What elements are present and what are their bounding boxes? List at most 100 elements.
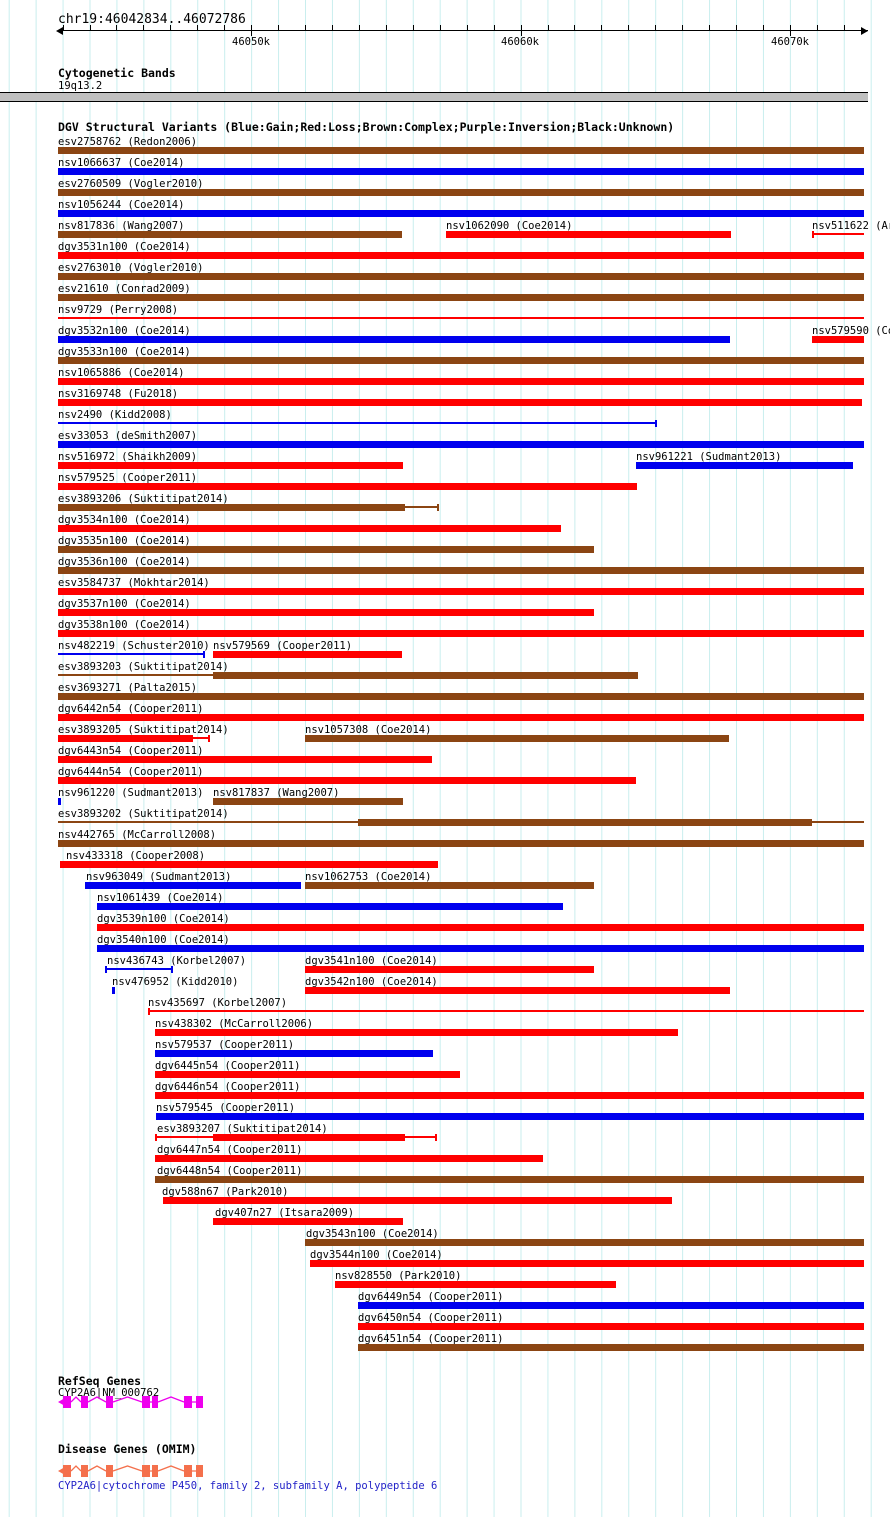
cytoband-name: 19q13.2 [58, 80, 103, 92]
variant-bar[interactable] [310, 1260, 864, 1267]
variant-bar[interactable] [305, 882, 594, 889]
variant-bar[interactable] [58, 168, 864, 175]
variant-bar[interactable] [155, 1155, 543, 1162]
variant-bar[interactable] [58, 525, 561, 532]
variant-bar[interactable] [156, 1113, 864, 1120]
variant-line[interactable] [58, 317, 864, 319]
variant-bar[interactable] [213, 651, 402, 658]
ruler-tick [305, 25, 307, 31]
variant-bar[interactable] [155, 1029, 678, 1036]
variant-label: esv3893203 (Suktitipat2014) [58, 661, 229, 673]
variant-bar[interactable] [58, 483, 637, 490]
variant-bar[interactable] [305, 735, 729, 742]
variant-bar[interactable] [213, 798, 403, 805]
variant-line[interactable] [58, 422, 657, 424]
variant-bar[interactable] [358, 1344, 864, 1351]
variant-bar[interactable] [58, 378, 864, 385]
gene-exon [81, 1396, 88, 1408]
variant-bar[interactable] [58, 189, 864, 196]
variant-bar[interactable] [58, 336, 730, 343]
variant-bar[interactable] [58, 357, 864, 364]
variant-bar[interactable] [97, 945, 864, 952]
variant-bar[interactable] [58, 714, 864, 721]
variant-bar[interactable] [446, 231, 731, 238]
variant-bar[interactable] [358, 819, 812, 826]
variant-line[interactable] [812, 821, 864, 823]
variant-bar[interactable] [155, 1092, 864, 1099]
variant-bar[interactable] [305, 966, 594, 973]
variant-bar[interactable] [58, 252, 864, 259]
variant-bar[interactable] [58, 756, 432, 763]
variant-bar[interactable] [58, 693, 864, 700]
variant-bar[interactable] [213, 1218, 403, 1225]
variant-bar[interactable] [358, 1302, 864, 1309]
ruler-tick [789, 25, 791, 36]
variant-point[interactable] [58, 798, 61, 805]
variant-bar[interactable] [58, 210, 864, 217]
variant-point[interactable] [112, 987, 115, 994]
gene-exon [142, 1396, 150, 1408]
variant-line[interactable] [155, 1136, 213, 1138]
variant-bar[interactable] [163, 1197, 672, 1204]
variant-bar[interactable] [155, 1050, 433, 1057]
variant-bar[interactable] [58, 441, 864, 448]
variant-bar[interactable] [58, 294, 864, 301]
variant-bar[interactable] [58, 273, 864, 280]
variant-bar[interactable] [58, 504, 405, 511]
variant-bar[interactable] [213, 672, 638, 679]
ruler-tick-label: 46060k [501, 36, 539, 48]
variant-bar[interactable] [58, 231, 402, 238]
variant-bar[interactable] [812, 336, 864, 343]
variant-bar[interactable] [305, 1239, 864, 1246]
variant-bar[interactable] [58, 567, 864, 574]
variant-bar[interactable] [155, 1071, 460, 1078]
ruler-tick [574, 25, 576, 31]
ruler-tick [655, 25, 657, 31]
variant-bar[interactable] [155, 1176, 864, 1183]
refseq-gene-model[interactable] [50, 1394, 210, 1410]
variant-line[interactable] [148, 1010, 864, 1012]
ruler-tick [736, 25, 738, 31]
variant-bar[interactable] [58, 399, 862, 406]
variant-bar[interactable] [58, 462, 403, 469]
ruler-tick [62, 25, 64, 31]
variant-bar[interactable] [58, 735, 193, 742]
variant-line[interactable] [58, 674, 213, 676]
ruler-tick [709, 25, 711, 31]
variant-line[interactable] [105, 968, 173, 970]
variant-bar[interactable] [335, 1281, 616, 1288]
variant-line[interactable] [58, 653, 205, 655]
omim-track-title: Disease Genes (OMIM) [58, 1442, 197, 1456]
variant-bar[interactable] [58, 588, 864, 595]
ruler-tick [439, 25, 441, 31]
variant-bar[interactable] [213, 1134, 405, 1141]
omim-gene-model[interactable] [50, 1463, 210, 1479]
variant-bar[interactable] [85, 882, 301, 889]
variant-bar[interactable] [58, 147, 864, 154]
variant-line[interactable] [812, 233, 864, 235]
variant-bar[interactable] [58, 777, 636, 784]
gene-exon [63, 1396, 71, 1408]
variant-bar[interactable] [58, 609, 594, 616]
variant-bar[interactable] [58, 630, 864, 637]
variant-line[interactable] [405, 506, 439, 508]
variant-line[interactable] [405, 1136, 437, 1138]
variant-line[interactable] [193, 737, 210, 739]
variant-label: nsv435697 (Korbel2007) [148, 997, 288, 1009]
ruler-tick [816, 25, 818, 31]
ruler-tick-label: 46050k [232, 36, 270, 48]
cytoband-track-title: Cytogenetic Bands [58, 66, 176, 80]
variant-line[interactable] [58, 821, 358, 823]
variant-bar[interactable] [636, 462, 853, 469]
cytoband-bar[interactable] [0, 92, 868, 102]
variant-bar[interactable] [58, 840, 864, 847]
variant-label: nsv436743 (Korbel2007) [107, 955, 247, 967]
variant-bar[interactable] [358, 1323, 864, 1330]
variant-bar[interactable] [60, 861, 438, 868]
variant-bar[interactable] [58, 546, 594, 553]
variant-bar[interactable] [305, 987, 730, 994]
variant-bar[interactable] [97, 924, 864, 931]
variant-bar[interactable] [97, 903, 563, 910]
gene-exon [184, 1465, 192, 1477]
